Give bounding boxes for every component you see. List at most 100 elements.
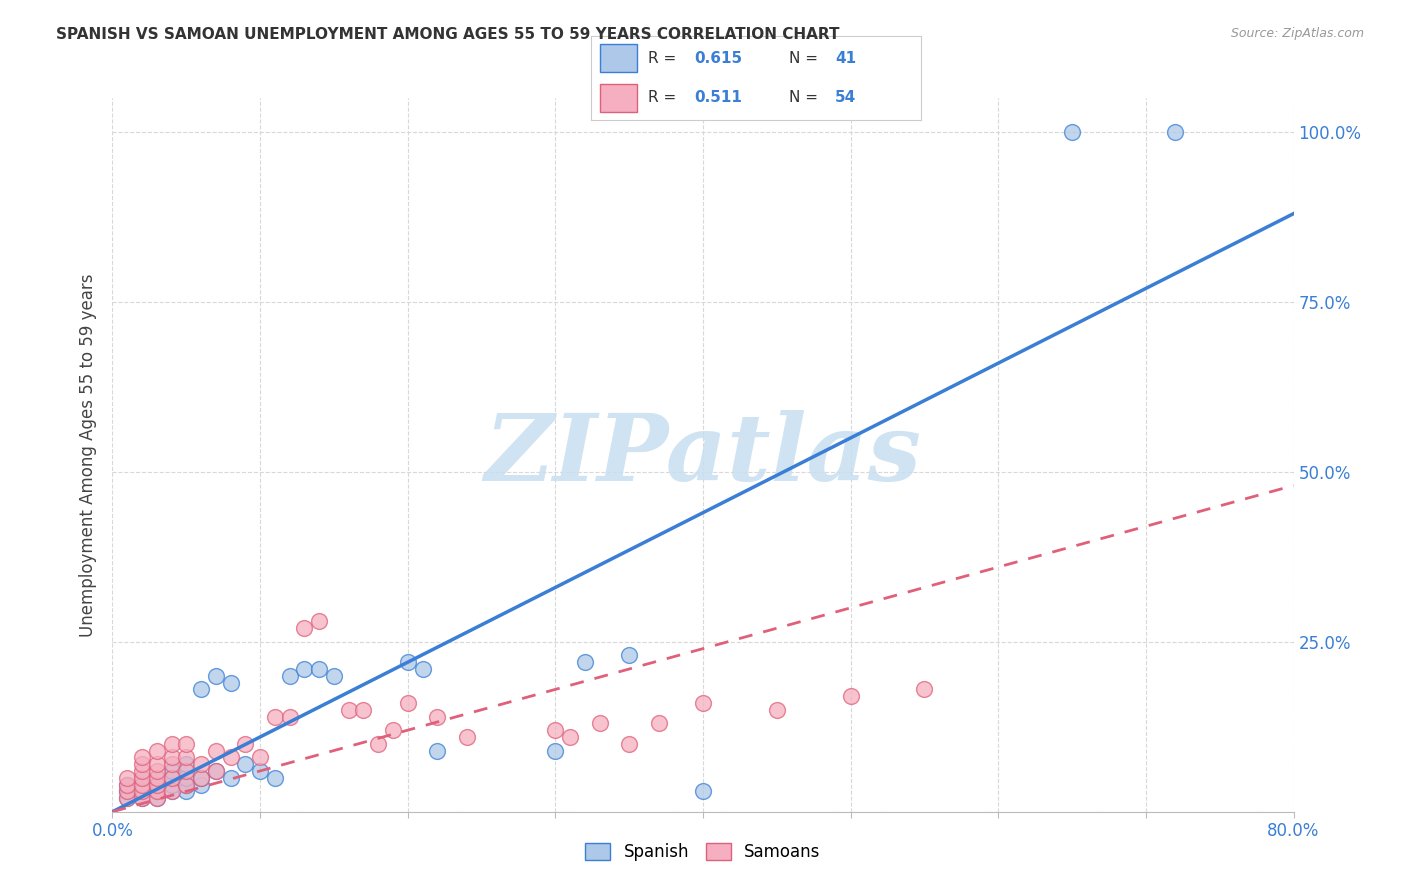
FancyBboxPatch shape	[600, 45, 637, 72]
Point	[544, 723, 567, 738]
Point	[588, 716, 610, 731]
Point	[352, 703, 374, 717]
Point	[174, 771, 197, 785]
Point	[426, 743, 449, 757]
Point	[190, 757, 212, 772]
Point	[190, 771, 212, 785]
Point	[544, 743, 567, 757]
Point	[619, 737, 641, 751]
Text: SPANISH VS SAMOAN UNEMPLOYMENT AMONG AGES 55 TO 59 YEARS CORRELATION CHART: SPANISH VS SAMOAN UNEMPLOYMENT AMONG AGE…	[56, 27, 839, 42]
Point	[146, 784, 169, 798]
Point	[174, 764, 197, 778]
Point	[558, 730, 582, 744]
Point	[131, 791, 153, 805]
Point	[131, 791, 153, 805]
Point	[278, 669, 301, 683]
Point	[249, 764, 271, 778]
Point	[456, 730, 478, 744]
Point	[190, 778, 212, 792]
Point	[146, 784, 169, 798]
Point	[131, 778, 153, 792]
Point	[117, 778, 138, 792]
Point	[131, 778, 153, 792]
Point	[1062, 125, 1084, 139]
Point	[146, 764, 169, 778]
Y-axis label: Unemployment Among Ages 55 to 59 years: Unemployment Among Ages 55 to 59 years	[79, 273, 97, 637]
Point	[131, 764, 153, 778]
Text: 54: 54	[835, 90, 856, 105]
Point	[233, 757, 256, 772]
Point	[647, 716, 671, 731]
Point	[190, 682, 212, 697]
Point	[308, 615, 330, 629]
Point	[146, 771, 169, 785]
Point	[426, 709, 449, 723]
Point	[131, 757, 153, 772]
Point	[117, 791, 138, 805]
Text: N =: N =	[789, 51, 823, 66]
Point	[337, 703, 360, 717]
Point	[205, 764, 228, 778]
Point	[396, 696, 419, 710]
Point	[914, 682, 936, 697]
Point	[117, 771, 138, 785]
Point	[174, 778, 197, 792]
Point	[219, 675, 242, 690]
Point	[131, 750, 153, 764]
Point	[367, 737, 389, 751]
Point	[308, 662, 330, 676]
Point	[160, 784, 183, 798]
Point	[146, 778, 169, 792]
Point	[160, 757, 183, 772]
FancyBboxPatch shape	[600, 84, 637, 112]
Point	[292, 662, 315, 676]
Point	[174, 778, 197, 792]
Point	[692, 696, 714, 710]
Point	[131, 784, 153, 798]
Text: N =: N =	[789, 90, 823, 105]
Point	[146, 757, 169, 772]
Point	[205, 743, 228, 757]
Point	[160, 764, 183, 778]
Point	[190, 771, 212, 785]
Point	[174, 737, 197, 751]
Point	[146, 743, 169, 757]
Point	[146, 771, 169, 785]
Point	[249, 750, 271, 764]
Point	[233, 737, 256, 751]
Point	[146, 778, 169, 792]
Point	[574, 655, 596, 669]
Point	[131, 771, 153, 785]
Point	[323, 669, 346, 683]
Point	[219, 771, 242, 785]
Point	[382, 723, 405, 738]
Text: Source: ZipAtlas.com: Source: ZipAtlas.com	[1230, 27, 1364, 40]
Point	[160, 771, 183, 785]
Point	[174, 757, 197, 772]
Point	[219, 750, 242, 764]
Point	[692, 784, 714, 798]
Text: 0.615: 0.615	[695, 51, 742, 66]
Text: 0.511: 0.511	[695, 90, 742, 105]
Point	[278, 709, 301, 723]
Point	[766, 703, 789, 717]
Point	[117, 784, 138, 798]
Point	[264, 771, 287, 785]
Legend: Spanish, Samoans: Spanish, Samoans	[579, 836, 827, 868]
Point	[396, 655, 419, 669]
Point	[160, 737, 183, 751]
Text: 41: 41	[835, 51, 856, 66]
Point	[117, 778, 138, 792]
Point	[160, 778, 183, 792]
Text: R =: R =	[648, 51, 682, 66]
Point	[160, 750, 183, 764]
Point	[160, 784, 183, 798]
Point	[146, 791, 169, 805]
Point	[174, 784, 197, 798]
Point	[174, 750, 197, 764]
Text: R =: R =	[648, 90, 682, 105]
Point	[292, 621, 315, 635]
Point	[205, 764, 228, 778]
Point	[1164, 125, 1187, 139]
Point	[146, 791, 169, 805]
